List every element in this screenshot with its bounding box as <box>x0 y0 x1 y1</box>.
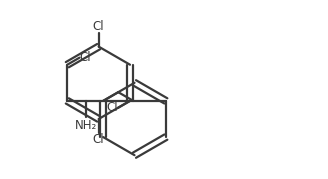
Text: Cl: Cl <box>93 133 104 146</box>
Text: Cl: Cl <box>106 101 118 114</box>
Text: Cl: Cl <box>93 20 104 33</box>
Text: NH₂: NH₂ <box>75 119 97 132</box>
Text: Cl: Cl <box>79 51 91 64</box>
